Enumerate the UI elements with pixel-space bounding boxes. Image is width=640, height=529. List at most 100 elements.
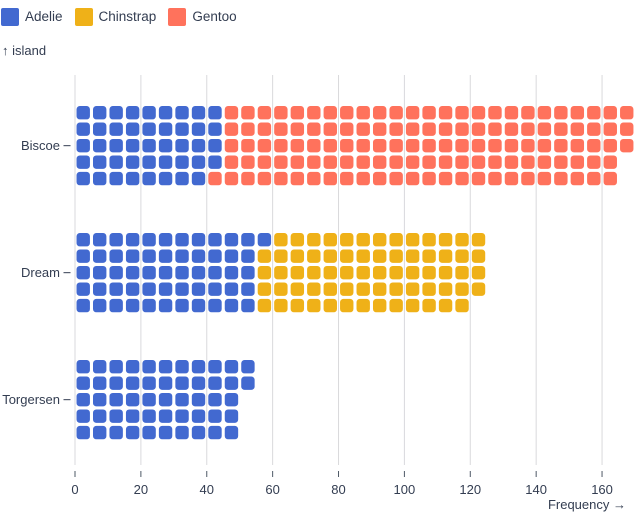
waffle-cell-gentoo [438, 106, 453, 120]
waffle-cell-gentoo [554, 106, 568, 120]
waffle-cell-chinstrap [455, 282, 469, 296]
waffle-cell-adelie [142, 155, 156, 169]
x-tick-label: 80 [331, 482, 345, 497]
waffle-cell-chinstrap [257, 298, 272, 313]
waffle-cell-adelie [93, 155, 107, 169]
waffle-cell-chinstrap [274, 233, 288, 247]
waffle-cell-gentoo [274, 122, 288, 136]
waffle-cell-gentoo [537, 122, 552, 136]
waffle-cell-adelie [76, 265, 90, 280]
waffle-cell-adelie [224, 409, 239, 423]
waffle-cell-chinstrap [389, 265, 403, 280]
waffle-cell-adelie [76, 249, 90, 263]
waffle-cell-adelie [142, 298, 156, 313]
waffle-cell-adelie [158, 392, 173, 407]
waffle-cell-gentoo [587, 122, 601, 136]
y-category-label: Dream [21, 265, 60, 280]
waffle-cell-adelie [93, 360, 107, 374]
waffle-cell-chinstrap [274, 265, 288, 280]
waffle-cell-chinstrap [455, 249, 469, 263]
waffle-cell-adelie [224, 249, 239, 263]
waffle-cell-adelie [208, 249, 222, 263]
waffle-cell-adelie [142, 106, 156, 120]
waffle-cell-chinstrap [389, 298, 403, 313]
waffle-cell-gentoo [504, 106, 519, 120]
waffle-cell-chinstrap [438, 233, 453, 247]
waffle-cell-chinstrap [471, 265, 486, 280]
waffle-cell-gentoo [471, 171, 486, 186]
waffle-cell-gentoo [274, 138, 288, 153]
waffle-cell-adelie [191, 298, 206, 313]
waffle-cell-adelie [109, 171, 123, 186]
waffle-cell-gentoo [356, 106, 370, 120]
waffle-cell-chinstrap [307, 282, 321, 296]
waffle-cell-adelie [125, 138, 140, 153]
waffle-cell-gentoo [422, 106, 436, 120]
waffle-cell-gentoo [620, 138, 634, 153]
waffle-cell-chinstrap [356, 249, 370, 263]
waffle-cell-adelie [93, 392, 107, 407]
waffle-cell-adelie [191, 376, 206, 390]
waffle-cell-chinstrap [290, 282, 305, 296]
waffle-cell-adelie [158, 155, 173, 169]
waffle-cell-chinstrap [356, 282, 370, 296]
x-tick-label: 120 [459, 482, 481, 497]
waffle-cell-gentoo [241, 155, 255, 169]
waffle-cell-adelie [241, 360, 255, 374]
waffle-cell-gentoo [438, 155, 453, 169]
waffle-cell-chinstrap [405, 249, 420, 263]
waffle-cell-chinstrap [307, 249, 321, 263]
waffle-cell-adelie [93, 106, 107, 120]
waffle-cell-adelie [125, 155, 140, 169]
legend-swatch-chinstrap [74, 8, 93, 26]
waffle-cell-gentoo [587, 138, 601, 153]
waffle-cell-adelie [175, 282, 189, 296]
waffle-cell-chinstrap [356, 298, 370, 313]
waffle-cell-gentoo [488, 138, 502, 153]
waffle-cell-gentoo [224, 122, 239, 136]
waffle-cell-gentoo [340, 106, 354, 120]
waffle-cell-adelie [241, 233, 255, 247]
waffle-cell-adelie [109, 122, 123, 136]
waffle-cell-adelie [241, 282, 255, 296]
waffle-cell-gentoo [372, 171, 387, 186]
waffle-cell-gentoo [455, 171, 469, 186]
waffle-cell-gentoo [422, 155, 436, 169]
waffle-cell-adelie [208, 106, 222, 120]
waffle-cell-gentoo [257, 171, 272, 186]
waffle-cell-gentoo [323, 138, 337, 153]
waffle-cell-gentoo [274, 106, 288, 120]
waffle-cell-adelie [93, 282, 107, 296]
waffle-cell-adelie [76, 155, 90, 169]
waffle-cell-adelie [76, 409, 90, 423]
waffle-cell-adelie [158, 249, 173, 263]
waffle-cell-adelie [175, 360, 189, 374]
waffle-cell-adelie [109, 155, 123, 169]
waffle-cell-adelie [175, 265, 189, 280]
waffle-cell-adelie [142, 392, 156, 407]
waffle-cell-adelie [224, 425, 239, 440]
waffle-cell-adelie [125, 360, 140, 374]
waffle-cell-gentoo [323, 122, 337, 136]
waffle-cell-adelie [142, 233, 156, 247]
waffle-cell-adelie [158, 171, 173, 186]
waffle-cell-chinstrap [422, 298, 436, 313]
waffle-cell-adelie [142, 376, 156, 390]
waffle-cell-gentoo [405, 155, 420, 169]
waffle-cell-chinstrap [340, 298, 354, 313]
waffle-cell-gentoo [603, 138, 617, 153]
waffle-cell-adelie [93, 233, 107, 247]
waffle-cell-adelie [125, 392, 140, 407]
waffle-cell-adelie [76, 298, 90, 313]
waffle-cell-gentoo [389, 106, 403, 120]
waffle-cell-adelie [125, 171, 140, 186]
waffle-cell-gentoo [241, 106, 255, 120]
waffle-cell-adelie [142, 122, 156, 136]
waffle-cell-gentoo [340, 138, 354, 153]
waffle-cell-gentoo [587, 155, 601, 169]
waffle-cell-gentoo [224, 155, 239, 169]
waffle-cell-chinstrap [274, 282, 288, 296]
waffle-cell-chinstrap [307, 265, 321, 280]
waffle-cell-gentoo [241, 138, 255, 153]
